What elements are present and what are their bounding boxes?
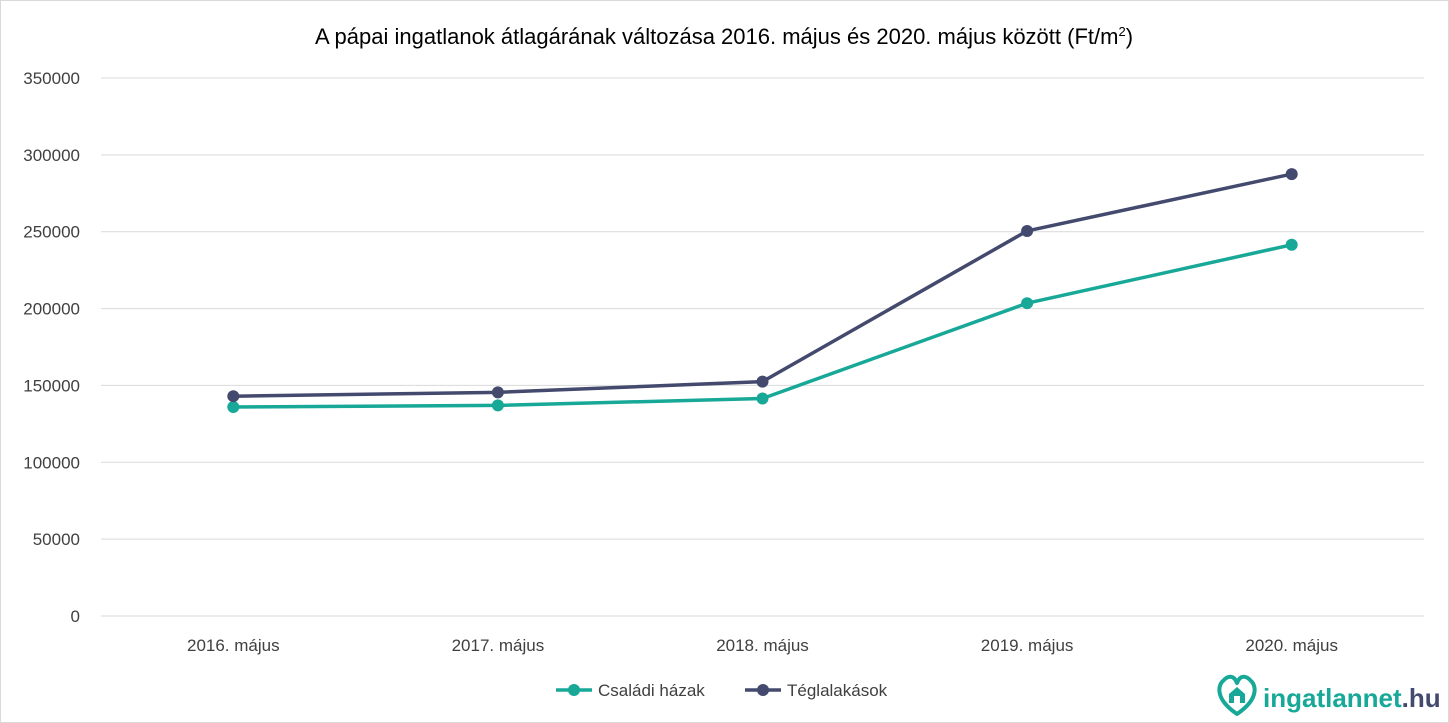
legend-swatch-marker bbox=[568, 684, 580, 696]
x-tick-label: 2020. május bbox=[1245, 636, 1338, 655]
y-tick-label: 150000 bbox=[23, 376, 80, 395]
data-point bbox=[756, 375, 769, 388]
data-point bbox=[491, 386, 504, 399]
x-axis-ticks: 2016. május 2017. május 2018. május 2019. m… bbox=[187, 636, 1338, 655]
y-tick-label: 0 bbox=[71, 607, 80, 626]
heart-house-icon bbox=[1217, 674, 1257, 716]
series-teglalakasok bbox=[227, 168, 1298, 403]
x-tick-label: 2018. május bbox=[716, 636, 809, 655]
data-point bbox=[491, 399, 504, 412]
chart-title: A pápai ingatlanok átlagárának változása… bbox=[315, 24, 1133, 49]
legend-item: Téglalakások bbox=[745, 681, 888, 700]
x-tick-label: 2016. május bbox=[187, 636, 280, 655]
data-point bbox=[1285, 168, 1298, 181]
x-tick-label: 2017. május bbox=[452, 636, 545, 655]
brand-name: ingatlannet bbox=[1263, 683, 1402, 713]
legend-label: Téglalakások bbox=[787, 681, 888, 700]
y-tick-label: 100000 bbox=[23, 453, 80, 472]
series-group bbox=[227, 168, 1298, 413]
legend-label: Családi házak bbox=[598, 681, 705, 700]
data-point bbox=[756, 392, 769, 405]
y-axis-ticks: 0 50000 100000 150000 200000 250000 300000 3500… bbox=[23, 69, 80, 626]
data-point bbox=[227, 390, 240, 403]
legend-swatch-marker bbox=[757, 684, 769, 696]
data-point bbox=[1285, 238, 1298, 251]
data-point bbox=[1021, 297, 1034, 310]
y-tick-label: 50000 bbox=[33, 530, 80, 549]
series-csaladi-hazak bbox=[227, 238, 1298, 413]
data-point bbox=[227, 400, 240, 413]
legend: Családi házak Téglalakások bbox=[556, 681, 888, 700]
y-tick-label: 300000 bbox=[23, 146, 80, 165]
brand-tld: .hu bbox=[1402, 683, 1441, 713]
brand-logo: ingatlannet.hu bbox=[1217, 674, 1441, 716]
y-tick-label: 250000 bbox=[23, 223, 80, 242]
y-tick-label: 200000 bbox=[23, 300, 80, 319]
series-line bbox=[233, 172, 1293, 398]
data-point bbox=[1021, 224, 1034, 237]
brand-text: ingatlannet.hu bbox=[1263, 683, 1441, 713]
legend-item: Családi házak bbox=[556, 681, 705, 700]
x-tick-label: 2019. május bbox=[981, 636, 1074, 655]
y-tick-label: 350000 bbox=[23, 69, 80, 88]
gridlines bbox=[101, 77, 1424, 617]
